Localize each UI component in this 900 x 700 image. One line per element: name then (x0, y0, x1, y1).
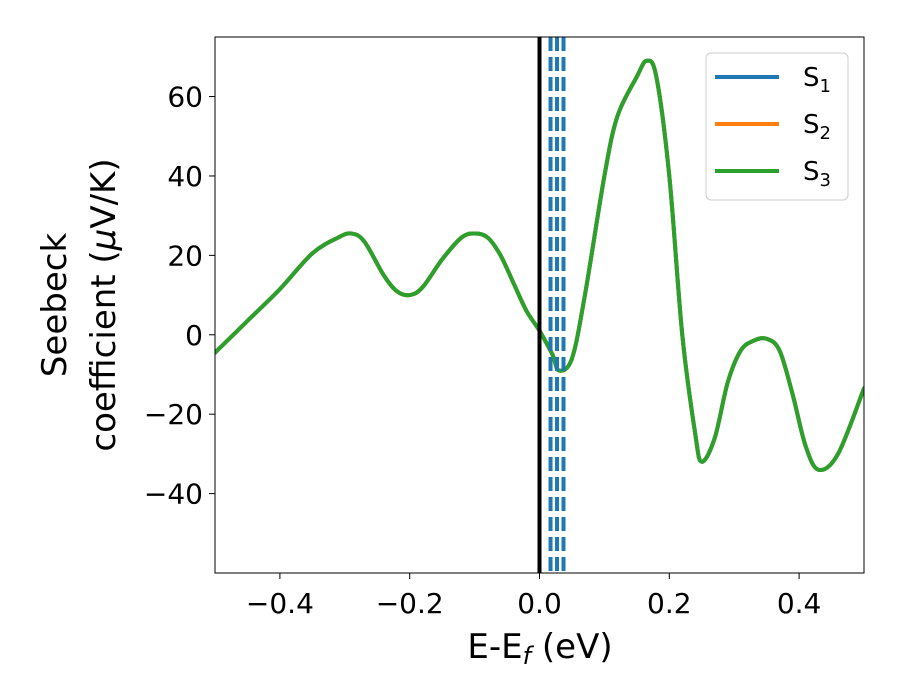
legend: S1 S2 S3 (705, 52, 849, 201)
legend-label-s1: S1 (803, 63, 831, 97)
x-tick-label: 0.2 (647, 587, 692, 620)
y-axis-label-line1: Seebeck (35, 233, 75, 378)
y-tick-label: −20 (144, 398, 203, 431)
legend-label-s2: S2 (803, 110, 831, 144)
x-axis-label: E-Ef (eV) (467, 627, 612, 670)
x-tick-label: −0.4 (246, 587, 314, 620)
y-tick-label: 20 (167, 239, 203, 272)
x-tick-label: −0.2 (376, 587, 444, 620)
y-axis-label-line2: coefficient (μV/K) (84, 158, 124, 451)
y-tick-label: 0 (185, 319, 203, 352)
x-tick-label: 0.0 (517, 587, 562, 620)
y-tick-label: 60 (167, 81, 203, 114)
y-axis-ticks: −40 −20 0 20 40 60 (144, 81, 215, 511)
legend-box (705, 52, 849, 201)
series-lines (215, 58, 864, 473)
legend-label-s3: S3 (803, 157, 831, 191)
reference-lines (537, 37, 566, 573)
x-axis-ticks: −0.4 −0.2 0.0 0.2 0.4 (246, 573, 821, 620)
y-axis-label: Seebeck coefficient (μV/K) (35, 158, 124, 451)
y-tick-label: −40 (144, 478, 203, 511)
series-line-s3 (215, 58, 864, 473)
y-tick-label: 40 (167, 160, 203, 193)
x-tick-label: 0.4 (777, 587, 822, 620)
